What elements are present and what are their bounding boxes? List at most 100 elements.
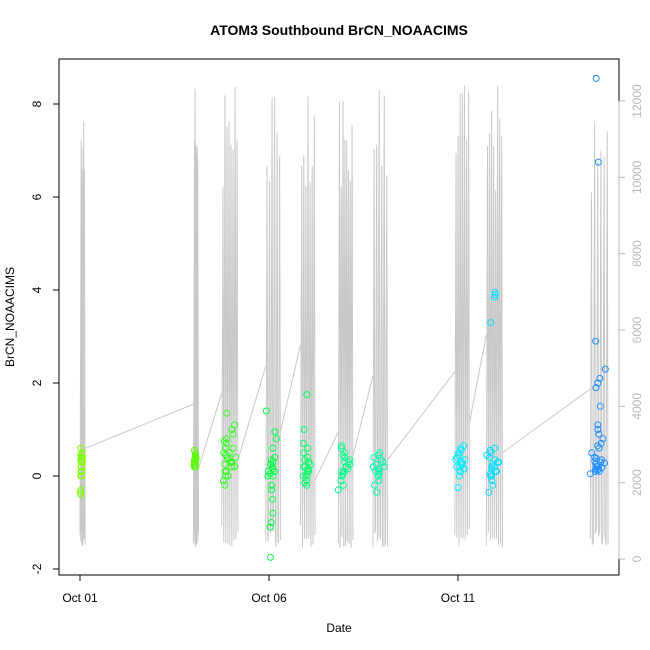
data-point xyxy=(301,456,309,464)
data-point xyxy=(301,479,309,487)
altitude-transit-line xyxy=(387,371,456,461)
altitude-trace xyxy=(485,85,504,548)
data-point xyxy=(491,291,499,299)
data-point xyxy=(304,444,312,452)
data-point xyxy=(487,472,495,480)
data-point xyxy=(225,449,233,457)
chart-title: ATOM3 Southbound BrCN_NOAACIMS xyxy=(210,22,468,38)
data-point xyxy=(268,486,276,494)
data-point xyxy=(342,463,350,471)
data-point xyxy=(337,477,345,485)
data-point xyxy=(453,453,461,461)
data-point xyxy=(269,463,277,471)
y2-tick-label: 2000 xyxy=(630,469,644,496)
y-tick-label: -2 xyxy=(30,563,44,574)
data-point xyxy=(460,465,468,473)
y2-tick-label: 12000 xyxy=(630,84,644,118)
data-point xyxy=(597,439,605,447)
y-tick-label: 0 xyxy=(30,472,44,479)
data-point xyxy=(341,458,348,466)
data-point xyxy=(594,421,602,429)
altitude-transit-line xyxy=(502,388,591,454)
data-point xyxy=(488,465,496,473)
data-point xyxy=(230,421,238,429)
y-axis-right: 0 2000 4000 6000 8000 10000 12000 xyxy=(618,84,644,562)
data-point xyxy=(594,379,602,387)
data-point xyxy=(221,481,229,489)
altitude-transit-line xyxy=(198,392,223,469)
y-tick-label: 4 xyxy=(30,286,44,293)
x-tick-label: Oct 11 xyxy=(441,591,476,605)
data-point xyxy=(268,481,276,489)
data-point xyxy=(370,481,378,489)
data-point xyxy=(455,449,463,457)
data-point xyxy=(491,288,499,296)
data-point xyxy=(305,467,313,475)
altitude-transit-line xyxy=(352,375,374,457)
altitude-transit-line xyxy=(468,334,487,423)
data-point xyxy=(300,463,308,471)
x-axis: Oct 01 Oct 06 Oct 11 xyxy=(62,574,476,605)
data-point xyxy=(592,384,600,392)
altitude-trace xyxy=(265,97,281,548)
data-point xyxy=(338,444,345,452)
y-tick-label: 2 xyxy=(30,379,44,386)
data-point xyxy=(455,472,463,480)
data-point xyxy=(300,449,307,457)
data-point xyxy=(372,467,380,475)
y-axis-left: -2 0 2 4 6 8 xyxy=(30,100,60,574)
data-point xyxy=(221,444,229,452)
data-point xyxy=(599,435,607,443)
data-point xyxy=(266,523,274,531)
data-point xyxy=(222,435,230,443)
altitude-trace xyxy=(300,96,316,548)
data-point xyxy=(270,467,278,475)
altitude-transit-line xyxy=(237,365,267,460)
data-point xyxy=(190,446,198,454)
data-point xyxy=(491,456,499,464)
altitude-transit-line xyxy=(314,431,339,481)
altitude-trace xyxy=(192,88,200,547)
data-point xyxy=(492,467,499,475)
data-point xyxy=(483,451,491,459)
data-point xyxy=(592,337,600,345)
altitude-trace xyxy=(337,101,354,549)
data-point xyxy=(338,442,345,450)
data-point xyxy=(192,456,200,464)
data-point xyxy=(78,449,86,457)
data-point xyxy=(594,158,602,166)
data-point xyxy=(488,463,496,471)
data-point xyxy=(223,409,231,417)
data-point xyxy=(271,428,279,436)
data-point xyxy=(596,402,604,410)
data-point xyxy=(334,486,342,494)
data-point xyxy=(376,449,383,457)
data-point xyxy=(307,460,314,468)
data-point xyxy=(224,472,232,480)
altitude-trace xyxy=(372,89,389,548)
y2-tick-label: 6000 xyxy=(630,316,644,343)
data-point xyxy=(303,391,311,399)
data-point xyxy=(300,426,308,433)
x-tick-label: Oct 06 xyxy=(251,591,287,605)
data-point xyxy=(457,458,465,466)
data-point xyxy=(486,446,494,454)
data-point xyxy=(77,463,85,471)
data-point xyxy=(592,465,600,473)
y2-tick-label: 0 xyxy=(630,555,644,562)
data-point xyxy=(222,439,230,447)
data-point xyxy=(262,407,270,415)
x-axis-label: Date xyxy=(326,621,352,635)
data-point xyxy=(267,456,275,464)
data-point xyxy=(375,467,383,475)
data-point xyxy=(228,463,236,471)
data-point xyxy=(339,451,347,459)
data-point xyxy=(300,439,307,447)
data-point xyxy=(592,74,600,82)
data-point xyxy=(588,449,596,457)
data-point xyxy=(232,453,240,461)
data-point xyxy=(461,456,469,464)
data-point xyxy=(595,467,603,475)
data-point xyxy=(487,319,495,327)
